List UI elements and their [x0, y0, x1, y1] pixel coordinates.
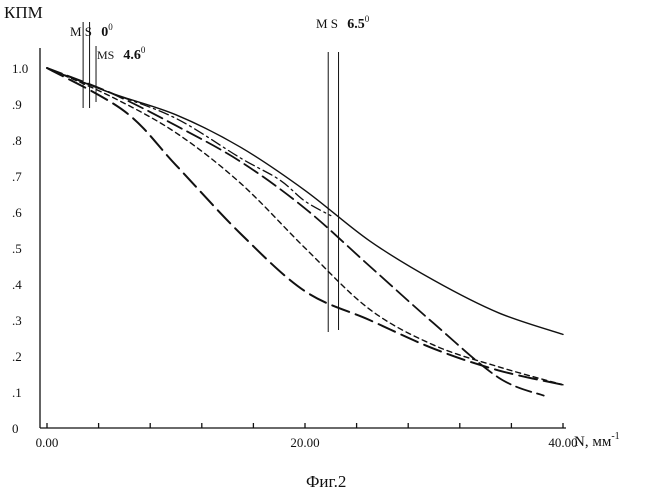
x-axis-title-main: N, мм	[574, 434, 612, 450]
series-line-long-dash-2	[47, 68, 563, 385]
y-tick-label: .9	[12, 97, 22, 112]
y-tick-label: .1	[12, 385, 22, 400]
x-axis-title: N, мм-1	[574, 431, 620, 450]
annotation-ms-65-text: M S	[316, 16, 338, 31]
series-line-long-dash	[47, 68, 544, 396]
annotation-ms-46-degree: 0	[141, 45, 146, 55]
y-tick-label: .6	[12, 205, 22, 220]
annotation-ms-0-degree: 0	[108, 22, 113, 32]
annotation-ms-0-text: M S	[70, 24, 92, 39]
y-tick-label: 1.0	[12, 61, 28, 76]
marker-group	[83, 22, 338, 332]
annotation-ms-0-angle: 0	[101, 25, 108, 40]
y-tick-label: .8	[12, 133, 22, 148]
annotation-ms-65-angle: 6.5	[347, 17, 365, 32]
x-tick-labels: 0.0020.0040.00	[36, 435, 578, 450]
annotation-ms-0: M S 00	[70, 22, 113, 40]
annotation-ms-65: M S 6.50	[316, 14, 370, 32]
y-tick-label: .7	[12, 169, 22, 184]
annotation-ms-65-degree: 0	[365, 14, 370, 24]
series-group	[47, 68, 563, 396]
x-axis-title-sup: -1	[611, 431, 619, 442]
figure-caption: Фиг.2	[306, 472, 346, 491]
x-tick-label: 0.00	[36, 435, 59, 450]
y-axis-title: КПМ	[4, 3, 43, 22]
y-tick-label: 0	[12, 421, 19, 436]
annotation-ms-46-text: MS	[97, 48, 114, 62]
y-tick-label: .4	[12, 277, 22, 292]
y-tick-labels: 0 .1 .2 .3 .4 .5 .6 .7 .8 .9 1.0	[12, 61, 28, 436]
series-line-solid	[47, 68, 563, 334]
x-tick-label: 20.00	[290, 435, 319, 450]
y-tick-label: .5	[12, 241, 22, 256]
y-tick-label: .3	[12, 313, 22, 328]
y-tick-label: .2	[12, 349, 22, 364]
annotation-ms-46: MS 4.60	[97, 45, 146, 63]
annotation-ms-46-angle: 4.6	[123, 48, 141, 63]
axis-ticks	[47, 423, 563, 428]
series-line-short-dash	[47, 68, 563, 385]
